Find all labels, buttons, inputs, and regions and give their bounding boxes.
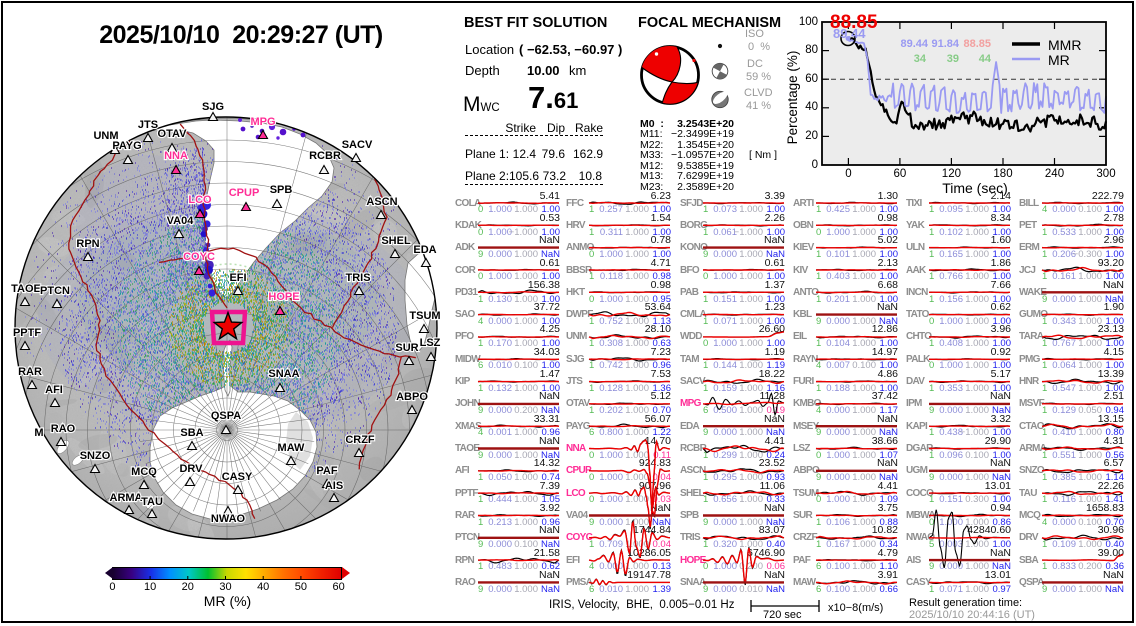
svg-text:COYC: COYC: [183, 251, 215, 263]
svg-text:RPN: RPN: [76, 238, 99, 250]
svg-text:SPB: SPB: [270, 184, 293, 196]
svg-text:PPTF: PPTF: [13, 327, 41, 339]
svg-text:MAW: MAW: [278, 442, 306, 454]
svg-text:CRZF: CRZF: [345, 434, 375, 446]
svg-text:TAOE: TAOE: [11, 283, 41, 295]
svg-text:TSUM: TSUM: [409, 310, 440, 322]
svg-text:SHEL: SHEL: [381, 235, 411, 247]
svg-text:CASY: CASY: [222, 471, 253, 483]
svg-text:UNM: UNM: [93, 130, 118, 142]
svg-text:PAYG: PAYG: [112, 140, 141, 152]
svg-text:PAF: PAF: [316, 465, 337, 477]
svg-text:ASCN: ASCN: [366, 196, 397, 208]
svg-text:NNA: NNA: [164, 150, 188, 162]
svg-text:SNZO: SNZO: [80, 450, 111, 462]
svg-text:NWAO: NWAO: [211, 513, 246, 525]
svg-text:EFI: EFI: [229, 272, 246, 284]
svg-text:OTAV: OTAV: [158, 128, 188, 140]
svg-text:SACV: SACV: [342, 139, 373, 151]
svg-text:SUR: SUR: [395, 342, 418, 354]
svg-text:PTCN: PTCN: [40, 285, 70, 297]
svg-text:RCBR: RCBR: [309, 150, 341, 162]
svg-text:VA04: VA04: [167, 215, 195, 227]
svg-text:HOPE: HOPE: [268, 291, 299, 303]
svg-text:M: M: [34, 427, 43, 439]
svg-text:AFI: AFI: [45, 384, 63, 396]
svg-text:ARMA: ARMA: [110, 492, 143, 504]
svg-text:JTS: JTS: [138, 119, 158, 131]
svg-text:MPG: MPG: [250, 116, 275, 128]
svg-text:ABPO: ABPO: [396, 391, 428, 403]
svg-text:LCO: LCO: [188, 194, 212, 206]
svg-text:SBA: SBA: [180, 427, 203, 439]
svg-text:MCQ: MCQ: [131, 466, 157, 478]
svg-text:EDA: EDA: [413, 244, 436, 256]
svg-text:DRV: DRV: [179, 463, 203, 475]
svg-text:QSPA: QSPA: [211, 410, 241, 422]
svg-text:TAU: TAU: [141, 496, 163, 508]
svg-text:SNAA: SNAA: [268, 368, 299, 380]
svg-text:TRIS: TRIS: [345, 272, 370, 284]
svg-text:SJG: SJG: [202, 101, 224, 113]
svg-text:LSZ: LSZ: [420, 337, 441, 349]
svg-text:RAO: RAO: [51, 423, 76, 435]
svg-text:AIS: AIS: [325, 480, 343, 492]
svg-text:RAR: RAR: [18, 366, 42, 378]
svg-text:CPUP: CPUP: [229, 187, 260, 199]
